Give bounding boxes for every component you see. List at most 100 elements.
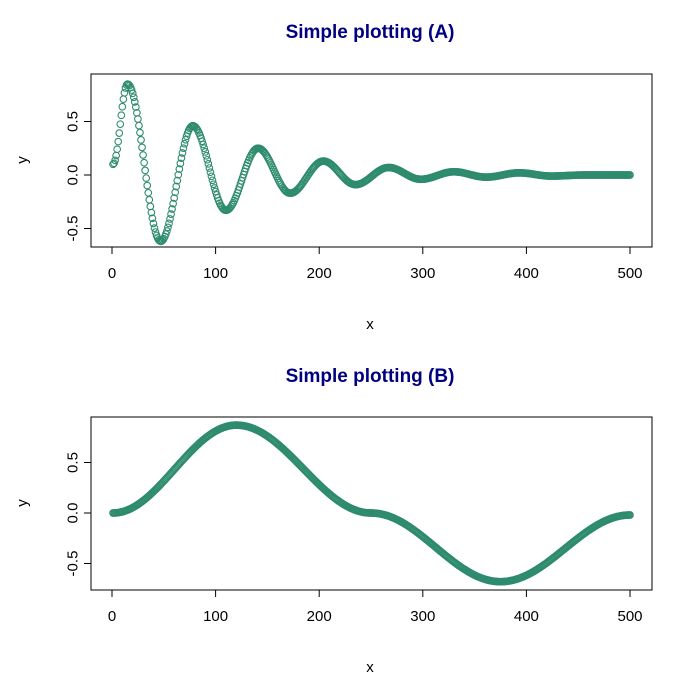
x-tick-label: 100	[203, 608, 228, 625]
data-point	[128, 89, 137, 98]
data-point	[200, 144, 209, 152]
x-tick-label: 300	[410, 608, 435, 625]
data-point	[175, 165, 184, 173]
data-point	[180, 139, 189, 148]
data-point	[145, 195, 154, 204]
data-point	[112, 151, 120, 160]
y-axis-label-b: y	[14, 499, 31, 507]
data-point	[146, 202, 155, 211]
data-point	[144, 188, 153, 197]
data-point	[207, 172, 216, 181]
data-point	[143, 181, 152, 190]
data-point	[164, 223, 172, 232]
y-tick-label: 0.0	[65, 165, 82, 186]
data-point	[174, 170, 183, 179]
x-axis-label-a: x	[366, 316, 374, 333]
plot-frame-b	[90, 416, 653, 591]
data-point	[179, 144, 188, 153]
y-ticks-a: -0.5 0.0 0.5	[65, 111, 91, 242]
data-point	[131, 103, 140, 111]
data-point	[181, 135, 190, 144]
data-point	[165, 219, 173, 228]
data-point	[167, 210, 175, 218]
data-point	[137, 136, 145, 144]
data-point	[209, 180, 218, 189]
data-point	[198, 137, 206, 146]
x-tick-label: 200	[307, 608, 332, 625]
data-point	[178, 149, 187, 157]
x-tick-label: 0	[108, 608, 116, 625]
data-point	[113, 145, 122, 154]
data-point	[134, 115, 142, 123]
data-point	[117, 111, 126, 120]
x-tick-label: 400	[514, 608, 539, 625]
plot-frame-a	[90, 73, 653, 248]
x-tick-label: 0	[108, 265, 116, 282]
data-point	[150, 224, 159, 232]
x-ticks-b: 0 100 200 300 400 500	[108, 589, 643, 625]
data-point	[149, 219, 158, 228]
y-tick-label: 0.0	[65, 503, 82, 524]
data-point	[206, 168, 215, 177]
data-point	[120, 88, 129, 97]
data-point	[118, 102, 127, 111]
data-point	[176, 159, 185, 168]
data-point	[142, 174, 151, 182]
x-tick-label: 100	[203, 265, 228, 282]
x-axis-label-b: x	[366, 659, 374, 676]
x-tick-label: 300	[410, 265, 435, 282]
data-point	[140, 158, 148, 167]
data-point	[201, 148, 210, 156]
y-tick-label: -0.5	[65, 551, 82, 577]
plot-panel-a: Simple plotting (A) x y 0 100 200 300 400 500…	[14, 22, 653, 333]
data-point	[168, 205, 176, 213]
data-point	[129, 93, 138, 102]
data-point	[205, 164, 214, 172]
x-tick-label: 500	[617, 608, 642, 625]
data-point	[114, 137, 123, 146]
series-points-a	[109, 80, 634, 246]
data-point	[626, 511, 634, 519]
data-point	[193, 125, 201, 133]
data-point	[166, 215, 174, 223]
plot-panel-b: Simple plotting (B) x y 0 100 200 300 400 500…	[14, 366, 653, 676]
y-axis-label-a: y	[14, 156, 31, 164]
series-points-b	[109, 421, 634, 586]
data-point	[163, 227, 171, 235]
data-point	[139, 151, 147, 159]
data-point	[203, 155, 212, 164]
data-point	[130, 98, 139, 106]
data-point	[148, 214, 157, 223]
y-ticks-b: -0.5 0.0 0.5	[65, 452, 91, 577]
data-point	[177, 154, 186, 162]
data-point	[169, 199, 177, 208]
data-point	[208, 176, 217, 185]
data-point	[111, 156, 119, 165]
data-point	[127, 86, 136, 94]
y-tick-label: -0.5	[65, 216, 82, 242]
chart-title-b: Simple plotting (B)	[286, 366, 455, 387]
data-point	[115, 129, 124, 137]
data-point	[202, 151, 211, 160]
data-point	[170, 194, 179, 202]
data-point	[171, 188, 180, 197]
x-tick-label: 400	[514, 265, 539, 282]
data-point	[147, 208, 156, 217]
x-tick-label: 500	[617, 265, 642, 282]
data-point	[135, 121, 143, 130]
y-tick-label: 0.5	[65, 111, 82, 132]
data-point	[138, 143, 146, 152]
data-point	[172, 182, 181, 191]
data-point	[204, 160, 213, 168]
data-point	[210, 184, 219, 192]
data-point	[173, 176, 182, 185]
data-point	[116, 120, 125, 129]
data-point	[626, 171, 634, 179]
data-point	[141, 166, 149, 175]
chart-title-a: Simple plotting (A)	[286, 22, 455, 43]
x-ticks-a: 0 100 200 300 400 500	[108, 246, 643, 282]
x-tick-label: 200	[307, 265, 332, 282]
data-point	[199, 140, 208, 149]
